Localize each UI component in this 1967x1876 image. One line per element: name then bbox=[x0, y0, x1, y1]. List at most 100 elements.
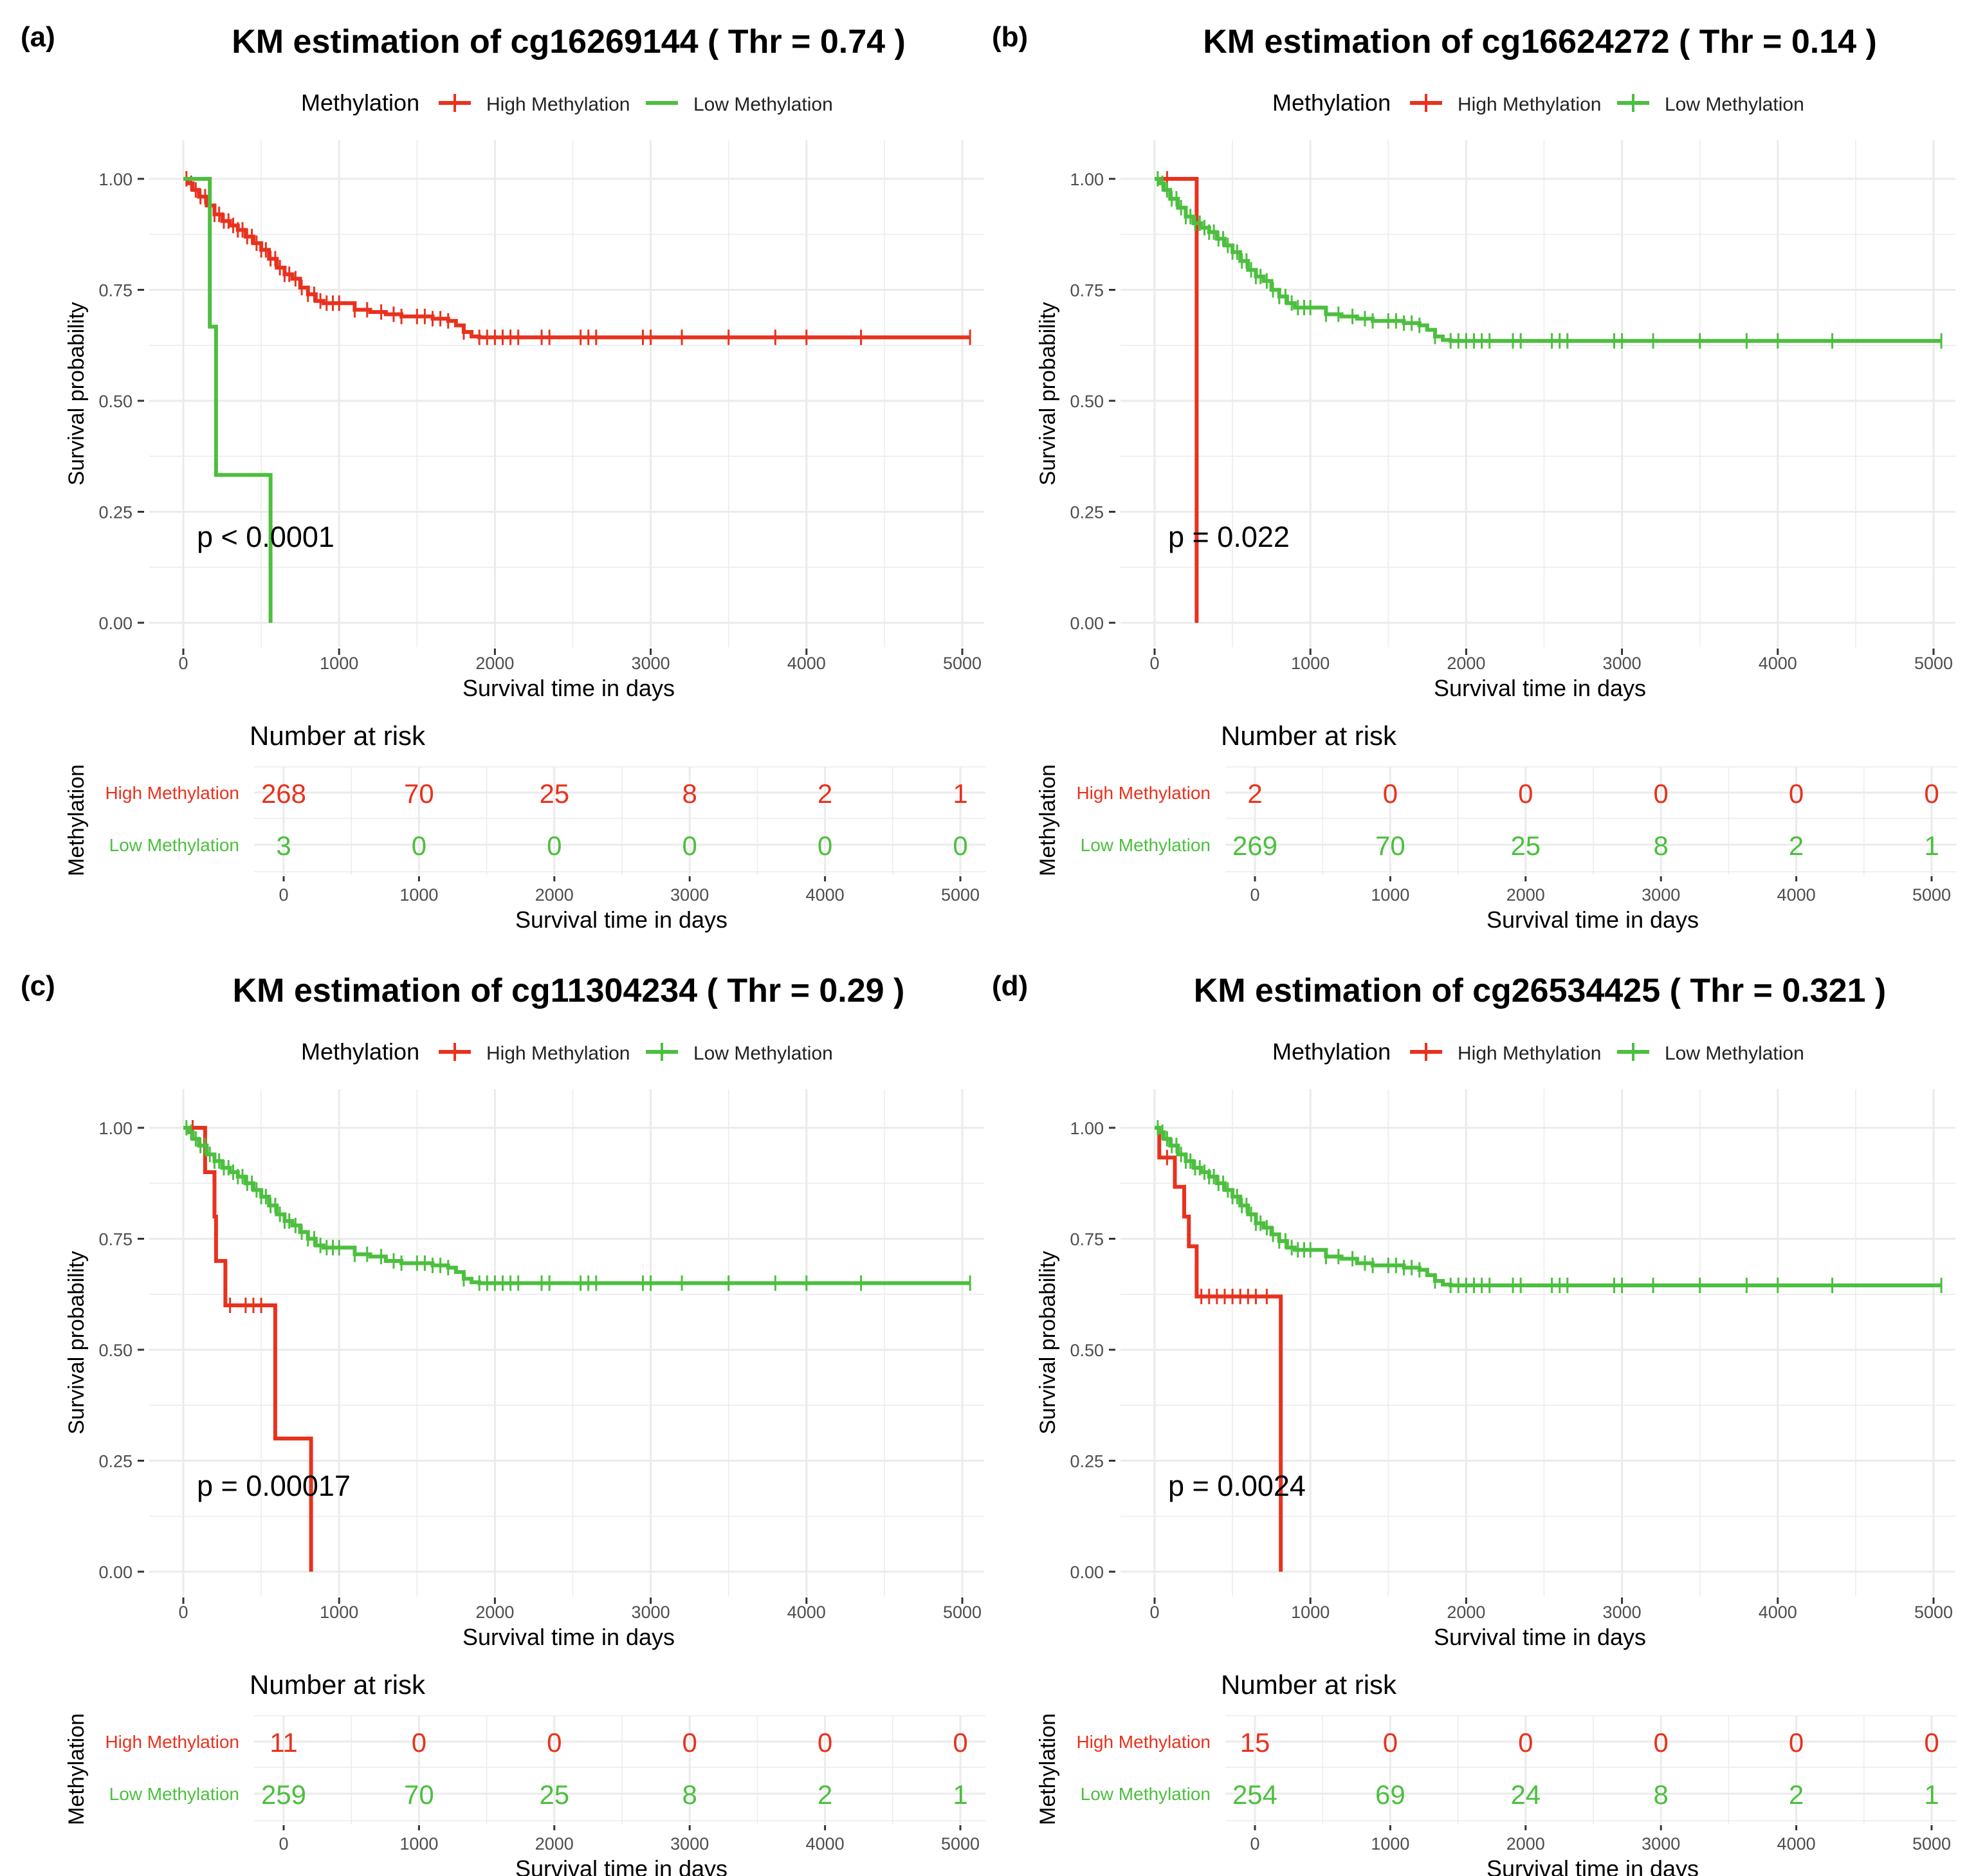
low-series bbox=[183, 1120, 971, 1291]
risk-x-tick-label: 3000 bbox=[1642, 1834, 1680, 1853]
y-tick-label: 1.00 bbox=[1070, 170, 1104, 189]
risk-value-low: 25 bbox=[539, 1779, 569, 1810]
risk-value-low: 2 bbox=[818, 1779, 832, 1810]
plot-grid bbox=[149, 1089, 984, 1596]
risk-x-tick-label: 5000 bbox=[1912, 1834, 1951, 1853]
risk-value-high: 0 bbox=[1924, 778, 1939, 809]
risk-x-tick-label: 0 bbox=[1250, 885, 1259, 905]
legend: Methylation High Methylation Low Methylati… bbox=[1272, 89, 1804, 116]
y-tick-label: 0.00 bbox=[1070, 614, 1104, 633]
risk-x-tick-label: 2000 bbox=[1506, 885, 1545, 905]
plot-grid bbox=[1121, 140, 1955, 647]
y-tick-label: 1.00 bbox=[98, 1119, 133, 1138]
y-tick-label: 0.50 bbox=[1070, 392, 1104, 411]
risk-table: Number at risk Methylation High Methylatio… bbox=[64, 1669, 985, 1876]
survival-curve bbox=[1155, 177, 1199, 623]
risk-value-low: 2 bbox=[1789, 831, 1804, 861]
legend-title: Methylation bbox=[301, 1038, 419, 1065]
risk-x-tick-label: 5000 bbox=[941, 885, 980, 905]
legend-high-label: High Methylation bbox=[486, 1043, 630, 1064]
legend-high-label: High Methylation bbox=[1458, 1043, 1601, 1064]
risk-x-tick-label: 4000 bbox=[1777, 885, 1816, 905]
risk-value-high: 8 bbox=[682, 778, 697, 809]
x-axis: 0 1000 2000 3000 4000 5000 Survival time in da… bbox=[1149, 1597, 1953, 1650]
risk-value-high: 0 bbox=[818, 1727, 832, 1758]
x-tick-label: 5000 bbox=[1914, 654, 1953, 673]
survival-curve bbox=[1155, 1126, 1283, 1572]
y-tick-label: 0.00 bbox=[98, 1563, 133, 1582]
high-series bbox=[1155, 171, 1199, 623]
y-tick-label: 0.75 bbox=[98, 281, 133, 300]
risk-row-label-high: High Methylation bbox=[105, 1732, 239, 1752]
high-series bbox=[183, 171, 971, 345]
risk-row-label-low: Low Methylation bbox=[1081, 835, 1211, 855]
risk-value-high: 0 bbox=[682, 1727, 697, 1758]
x-tick-label: 5000 bbox=[943, 1603, 982, 1622]
risk-x-tick-label: 3000 bbox=[1642, 885, 1680, 905]
survival-curve bbox=[1155, 1126, 1942, 1287]
x-tick-label: 0 bbox=[178, 654, 188, 673]
survival-curve bbox=[183, 177, 971, 340]
y-tick-label: 0.75 bbox=[98, 1230, 133, 1249]
risk-value-high: 70 bbox=[404, 778, 434, 809]
risk-x-tick-label: 2000 bbox=[1506, 1834, 1545, 1853]
p-value: p = 0.00017 bbox=[197, 1469, 351, 1502]
p-value: p < 0.0001 bbox=[197, 520, 334, 553]
y-axis-title: Survival probability bbox=[64, 302, 89, 485]
risk-value-high: 0 bbox=[1518, 778, 1533, 809]
chart-title: KM estimation of cg16269144 ( Thr = 0.74… bbox=[232, 23, 906, 60]
risk-row-label-low: Low Methylation bbox=[1081, 1784, 1211, 1804]
risk-x-tick-label: 1000 bbox=[1371, 885, 1409, 905]
risk-value-low: 2 bbox=[1789, 1779, 1804, 1810]
legend: Methylation High Methylation Low Methylati… bbox=[301, 89, 833, 116]
risk-x-tick-label: 2000 bbox=[535, 885, 574, 905]
y-tick-label: 0.00 bbox=[98, 614, 133, 633]
risk-value-low: 8 bbox=[682, 1779, 697, 1810]
risk-y-title: Methylation bbox=[64, 1713, 89, 1825]
y-axis: 0.00 0.25 0.50 0.75 1.00 Survival probability bbox=[64, 170, 144, 633]
risk-value-high: 0 bbox=[1654, 778, 1669, 809]
y-tick-label: 0.50 bbox=[1070, 1341, 1104, 1360]
risk-row-label-low: Low Methylation bbox=[109, 1784, 239, 1804]
x-axis: 0 1000 2000 3000 4000 5000 Survival time in da… bbox=[178, 1597, 982, 1650]
panel-label: (c) bbox=[21, 970, 55, 1002]
km-panel: (a) KM estimation of cg16269144 ( Thr = 0… bbox=[21, 21, 985, 933]
risk-x-tick-label: 0 bbox=[279, 1834, 288, 1853]
panel-label: (a) bbox=[21, 21, 55, 53]
legend-title: Methylation bbox=[301, 89, 419, 116]
x-tick-label: 2000 bbox=[475, 1603, 514, 1622]
y-tick-label: 0.25 bbox=[1070, 503, 1104, 522]
x-axis-title: Survival time in days bbox=[462, 1624, 675, 1650]
y-tick-label: 0.50 bbox=[98, 1341, 133, 1360]
risk-row-label-high: High Methylation bbox=[1076, 1732, 1211, 1752]
risk-table: Number at risk Methylation High Methylatio… bbox=[64, 721, 985, 933]
x-tick-label: 0 bbox=[178, 1603, 188, 1622]
y-tick-label: 1.00 bbox=[1070, 1119, 1104, 1138]
risk-x-tick-label: 4000 bbox=[806, 1834, 845, 1853]
low-series bbox=[183, 177, 273, 623]
x-axis-title: Survival time in days bbox=[1434, 675, 1646, 701]
x-tick-label: 1000 bbox=[1291, 654, 1330, 673]
risk-value-high: 0 bbox=[1518, 1727, 1533, 1758]
y-tick-label: 0.25 bbox=[98, 1452, 133, 1471]
risk-x-tick-label: 3000 bbox=[670, 1834, 709, 1853]
risk-value-low: 0 bbox=[953, 831, 967, 861]
x-axis: 0 1000 2000 3000 4000 5000 Survival time in da… bbox=[178, 648, 982, 701]
survival-curve bbox=[1155, 177, 1942, 343]
legend-low-label: Low Methylation bbox=[1665, 1043, 1804, 1064]
legend-title: Methylation bbox=[1272, 1038, 1391, 1065]
km-panel: (d) KM estimation of cg26534425 ( Thr = 0… bbox=[992, 970, 1957, 1876]
legend: Methylation High Methylation Low Methylati… bbox=[1272, 1038, 1804, 1065]
chart-title: KM estimation of cg11304234 ( Thr = 0.29… bbox=[233, 972, 905, 1009]
risk-value-high: 0 bbox=[1383, 778, 1398, 809]
risk-table: Number at risk Methylation High Methylatio… bbox=[1036, 1669, 1957, 1876]
y-tick-label: 0.25 bbox=[1070, 1452, 1104, 1471]
chart-title: KM estimation of cg26534425 ( Thr = 0.32… bbox=[1194, 972, 1887, 1009]
risk-value-high: 2 bbox=[1247, 778, 1262, 809]
x-tick-label: 1000 bbox=[1291, 1603, 1330, 1622]
risk-row-label-low: Low Methylation bbox=[109, 835, 239, 855]
legend-low-label: Low Methylation bbox=[1665, 94, 1804, 115]
x-axis: 0 1000 2000 3000 4000 5000 Survival time in da… bbox=[1149, 648, 1953, 701]
risk-y-title: Methylation bbox=[64, 764, 89, 876]
